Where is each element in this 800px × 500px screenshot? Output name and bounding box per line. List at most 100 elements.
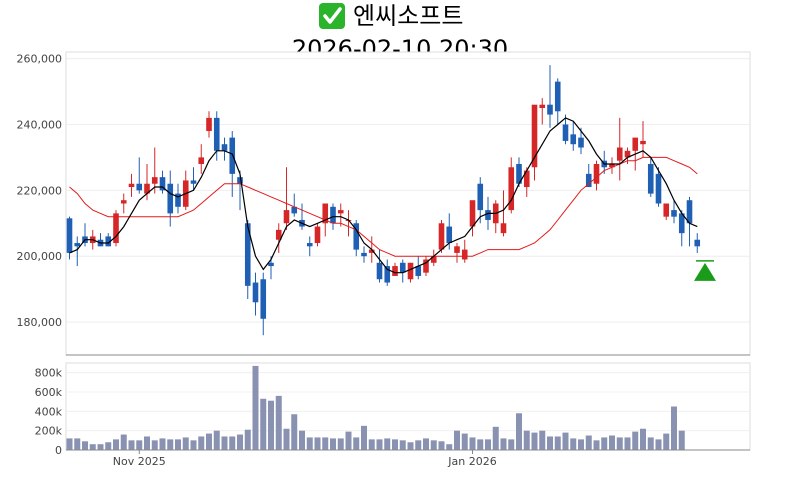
volume-bar bbox=[151, 440, 158, 450]
candle-body bbox=[275, 229, 282, 240]
candle-body bbox=[244, 223, 251, 286]
volume-bar bbox=[198, 436, 205, 450]
candle-body bbox=[585, 173, 592, 188]
x-tick-label: Nov 2025 bbox=[113, 455, 166, 468]
candle-body bbox=[632, 137, 639, 151]
price-panel: 180,000 200,000 220,000 240,000 260,000 bbox=[17, 51, 751, 356]
volume-bar bbox=[593, 440, 600, 450]
price-y-tick-label: 200,000 bbox=[17, 250, 63, 263]
volume-bar bbox=[531, 432, 538, 450]
candle-body bbox=[368, 249, 375, 253]
candle-body bbox=[694, 239, 701, 247]
volume-bar bbox=[237, 434, 243, 450]
price-y-axis: 180,000 200,000 220,000 240,000 260,000 bbox=[17, 53, 63, 329]
volume-bar bbox=[647, 437, 654, 450]
volume-bar bbox=[306, 437, 313, 450]
candle-body bbox=[213, 117, 220, 151]
volume-bar bbox=[291, 414, 298, 450]
candle-body bbox=[461, 249, 468, 260]
candle-body bbox=[508, 167, 515, 211]
candle-body bbox=[268, 262, 274, 267]
candle-body bbox=[260, 279, 267, 319]
candle-body bbox=[655, 173, 662, 204]
volume-bar bbox=[392, 439, 398, 450]
volume-bar bbox=[97, 444, 104, 450]
volume-bar bbox=[554, 436, 561, 450]
volume-bar bbox=[314, 437, 321, 450]
volume-bar bbox=[585, 435, 592, 450]
candle-body bbox=[609, 163, 615, 168]
candle-body bbox=[477, 183, 484, 211]
candle-body bbox=[640, 140, 646, 145]
candle-body bbox=[407, 262, 414, 280]
volume-bar bbox=[415, 440, 422, 450]
candle-body bbox=[175, 193, 181, 207]
volume-bar bbox=[423, 438, 429, 450]
candle-body bbox=[330, 206, 336, 224]
volume-bar bbox=[655, 439, 662, 450]
volume-bar bbox=[299, 430, 305, 450]
volume-bar bbox=[485, 439, 491, 450]
volume-bar bbox=[609, 435, 615, 450]
volume-bar bbox=[500, 438, 507, 450]
x-tick-label: Jan 2026 bbox=[447, 455, 496, 468]
volume-bar bbox=[508, 439, 515, 450]
candle-body bbox=[221, 144, 228, 151]
candle-body bbox=[74, 243, 81, 247]
volume-bar bbox=[516, 413, 522, 450]
check-mark-glyph bbox=[323, 7, 342, 24]
volume-bar bbox=[361, 425, 367, 450]
volume-bar bbox=[407, 442, 414, 450]
candle-body bbox=[485, 210, 491, 220]
price-y-tick-label: 180,000 bbox=[17, 316, 63, 329]
volume-y-axis: 0 200k 400k 600k 800k bbox=[35, 367, 750, 457]
volume-bar bbox=[678, 430, 685, 450]
volume-bar bbox=[477, 439, 484, 450]
volume-bar bbox=[144, 436, 150, 450]
moving-average-short-line bbox=[69, 117, 698, 274]
volume-bar bbox=[376, 439, 383, 450]
volume-bar bbox=[330, 438, 336, 450]
candle-body bbox=[686, 200, 693, 224]
volume-bar bbox=[82, 441, 88, 450]
candle-body bbox=[570, 134, 577, 145]
candle-body bbox=[314, 226, 321, 244]
candle-body bbox=[539, 104, 546, 108]
volume-bar bbox=[469, 437, 476, 450]
candle-body bbox=[113, 213, 119, 244]
volume-bar bbox=[167, 439, 174, 450]
candle-body bbox=[578, 137, 584, 148]
volume-bar bbox=[384, 438, 391, 450]
candle-body bbox=[206, 117, 212, 132]
volume-bar bbox=[353, 437, 360, 450]
volume-bar bbox=[570, 438, 577, 450]
candle-body bbox=[120, 200, 127, 204]
volume-y-tick-label: 800k bbox=[35, 367, 63, 380]
volume-bar bbox=[632, 431, 639, 450]
candle-body bbox=[198, 157, 205, 164]
candle-body bbox=[136, 183, 143, 191]
candle-body bbox=[353, 223, 360, 250]
candle-body bbox=[167, 183, 174, 214]
volume-panel-frame bbox=[65, 362, 751, 451]
volume-bar bbox=[523, 430, 530, 450]
volume-bar bbox=[190, 440, 197, 450]
candle-body bbox=[291, 206, 298, 214]
candle-body bbox=[624, 150, 631, 158]
candle-body bbox=[415, 266, 422, 276]
candle-body bbox=[500, 223, 507, 234]
volume-bar bbox=[616, 437, 623, 450]
volume-bar bbox=[337, 438, 344, 450]
volume-bar bbox=[578, 439, 584, 450]
volume-bar bbox=[345, 431, 352, 450]
candle-body bbox=[322, 203, 329, 224]
candle-body bbox=[190, 180, 197, 184]
volume-bar bbox=[640, 428, 646, 450]
price-y-tick-label: 240,000 bbox=[17, 118, 63, 131]
candle-body bbox=[616, 147, 623, 161]
volume-bar bbox=[601, 437, 608, 450]
candle-body bbox=[337, 210, 344, 214]
candle-body bbox=[144, 183, 150, 194]
candle-body bbox=[671, 210, 677, 217]
